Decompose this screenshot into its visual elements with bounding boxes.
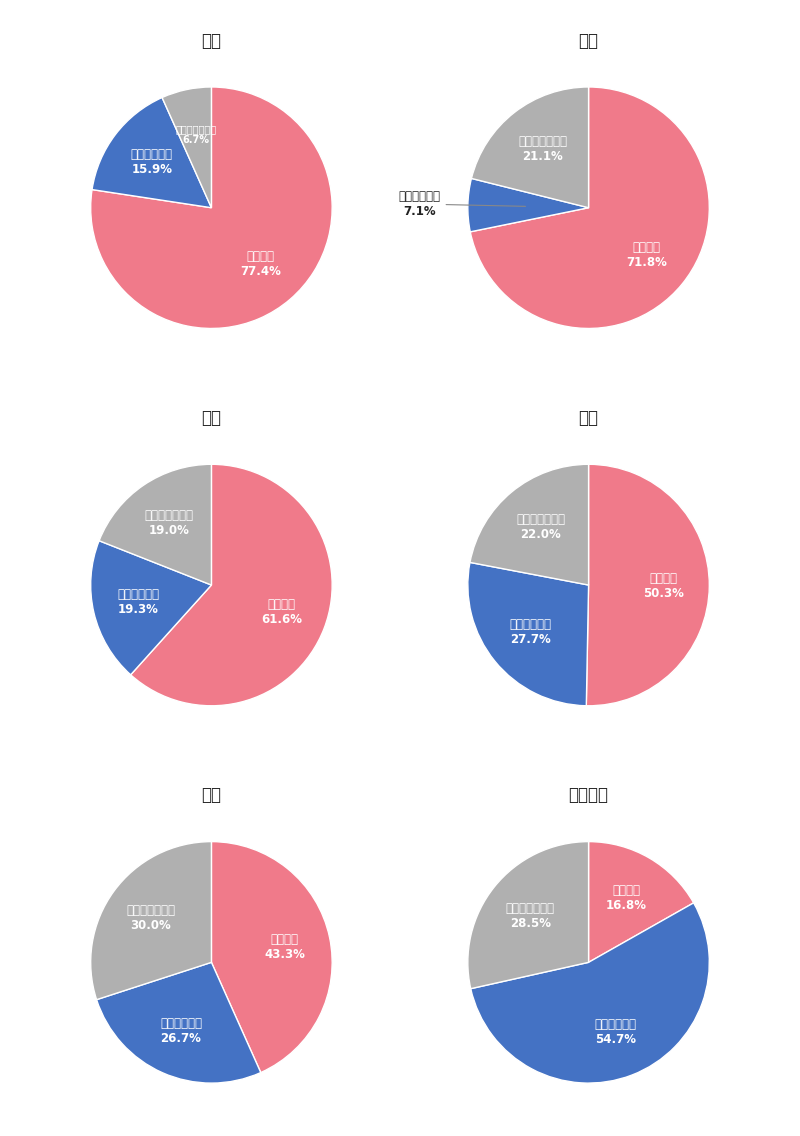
Wedge shape [99, 465, 211, 585]
Wedge shape [92, 98, 211, 208]
Wedge shape [586, 465, 710, 705]
Wedge shape [90, 541, 211, 675]
Wedge shape [589, 842, 694, 962]
Text: どちらでもない
22.0%: どちらでもない 22.0% [516, 513, 566, 542]
Title: 香港: 香港 [202, 409, 222, 427]
Title: 台湾: 台湾 [578, 32, 598, 50]
Title: 韓国: 韓国 [578, 409, 598, 427]
Wedge shape [470, 465, 589, 585]
Title: アメリカ: アメリカ [569, 786, 609, 804]
Text: どちらでもない
30.0%: どちらでもない 30.0% [126, 904, 175, 933]
Wedge shape [468, 562, 589, 705]
Wedge shape [470, 87, 710, 328]
Wedge shape [468, 178, 589, 232]
Text: 行きたい
77.4%: 行きたい 77.4% [240, 251, 281, 278]
Wedge shape [130, 465, 332, 705]
Wedge shape [97, 962, 261, 1083]
Wedge shape [468, 842, 589, 988]
Text: どちらでもない
6.7%: どちらでもない 6.7% [175, 124, 216, 145]
Wedge shape [90, 842, 211, 1000]
Text: 行きたい
16.8%: 行きたい 16.8% [606, 884, 646, 912]
Text: 行きたくない
26.7%: 行きたくない 26.7% [160, 1017, 202, 1045]
Text: 行きたくない
19.3%: 行きたくない 19.3% [118, 588, 159, 616]
Text: 行きたい
50.3%: 行きたい 50.3% [643, 571, 684, 600]
Title: タイ: タイ [202, 786, 222, 804]
Wedge shape [162, 87, 211, 208]
Text: 行きたくない
15.9%: 行きたくない 15.9% [131, 149, 173, 176]
Text: 行きたい
71.8%: 行きたい 71.8% [626, 241, 667, 269]
Wedge shape [470, 903, 710, 1083]
Text: どちらでもない
19.0%: どちらでもない 19.0% [145, 509, 194, 537]
Wedge shape [90, 87, 332, 328]
Wedge shape [211, 842, 332, 1072]
Text: 行きたくない
54.7%: 行きたくない 54.7% [594, 1018, 637, 1046]
Text: どちらでもない
28.5%: どちらでもない 28.5% [506, 902, 554, 929]
Text: どちらでもない
21.1%: どちらでもない 21.1% [518, 135, 567, 162]
Wedge shape [471, 87, 589, 208]
Title: 中国: 中国 [202, 32, 222, 50]
Text: 行きたい
61.6%: 行きたい 61.6% [261, 598, 302, 626]
Text: 行きたくない
27.7%: 行きたくない 27.7% [510, 618, 551, 646]
Text: 行きたい
43.3%: 行きたい 43.3% [264, 933, 305, 961]
Text: 行きたくない
7.1%: 行きたくない 7.1% [398, 190, 526, 218]
